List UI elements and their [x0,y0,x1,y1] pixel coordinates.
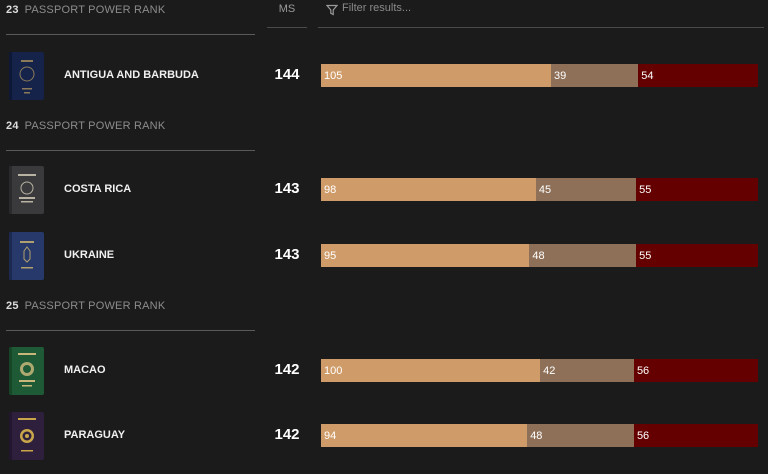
visa-on-arrival-segment: 48 [529,244,637,267]
country-name: COSTA RICA [64,183,132,195]
passport-cover-paraguay [9,412,44,460]
rank-number: 23 [6,4,19,16]
visa-breakdown-bar: 94 48 56 [321,424,758,447]
visa-on-arrival-segment: 39 [550,64,639,87]
country-row-ukraine[interactable]: UKRAINE 143 95 48 55 [0,232,768,280]
ms-score: 144 [274,66,300,83]
visa-breakdown-bar: 100 42 56 [321,359,758,382]
visa-free-segment: 105 [321,64,551,87]
visa-on-arrival-segment: 48 [527,424,634,447]
visa-on-arrival-segment: 45 [535,178,637,201]
country-row-paraguay[interactable]: PARAGUAY 142 94 48 56 [0,412,768,460]
filter-bar [318,0,764,28]
visa-on-arrival-segment: 42 [540,359,634,382]
visa-breakdown-bar: 105 39 54 [321,64,758,87]
rank-number: 24 [6,120,19,132]
country-name: MACAO [64,364,106,376]
rank-label: PASSPORT POWER RANK [24,4,166,16]
rank-number: 25 [6,300,19,312]
filter-icon [326,4,338,16]
visa-required-segment: 55 [636,244,758,267]
rank-header-25: 25 PASSPORT POWER RANK [6,300,255,331]
ms-score: 143 [274,246,300,263]
ms-score: 142 [274,361,300,378]
rank-label: PASSPORT POWER RANK [24,300,166,312]
visa-free-segment: 95 [321,244,530,267]
passport-cover-macao [9,347,44,395]
passport-cover-ukraine [9,232,44,280]
visa-free-segment: 98 [321,178,536,201]
visa-free-segment: 94 [321,424,528,447]
visa-breakdown-bar: 95 48 55 [321,244,758,267]
visa-breakdown-bar: 98 45 55 [321,178,758,201]
rank-label: PASSPORT POWER RANK [24,120,166,132]
country-name: UKRAINE [64,249,115,261]
ms-column-header[interactable]: MS [267,0,307,28]
visa-required-segment: 55 [636,178,758,201]
country-row-antigua-and-barbuda[interactable]: ANTIGUA AND BARBUDA 144 105 39 54 [0,52,768,100]
ms-score: 143 [274,180,300,197]
ms-score: 142 [274,426,300,443]
rank-header-23: 23 PASSPORT POWER RANK [6,4,255,35]
visa-required-segment: 56 [633,424,758,447]
country-name: PARAGUAY [64,429,126,441]
visa-required-segment: 56 [633,359,758,382]
filter-input[interactable] [342,0,722,14]
passport-cover-costa-rica [9,166,44,214]
country-row-costa-rica[interactable]: COSTA RICA 143 98 45 55 [0,166,768,214]
rank-header-24: 24 PASSPORT POWER RANK [6,120,255,151]
passport-cover-antigua-and-barbuda [9,52,44,100]
visa-free-segment: 100 [321,359,541,382]
country-name: ANTIGUA AND BARBUDA [64,69,199,81]
visa-required-segment: 54 [638,64,758,87]
country-row-macao[interactable]: MACAO 142 100 42 56 [0,347,768,395]
